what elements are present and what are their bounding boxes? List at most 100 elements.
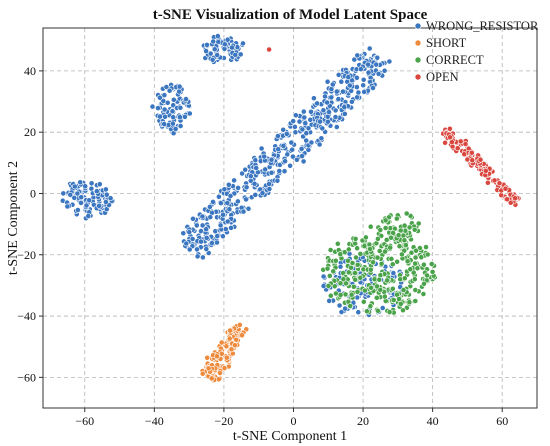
- data-point: [410, 269, 417, 276]
- data-point: [332, 107, 339, 114]
- data-point: [512, 195, 518, 202]
- data-point: [464, 156, 471, 163]
- x-tick-label: −40: [145, 414, 164, 428]
- data-point: [208, 375, 215, 382]
- data-point: [367, 223, 374, 230]
- data-point: [301, 114, 308, 121]
- data-point: [170, 96, 177, 103]
- data-point: [387, 244, 394, 251]
- data-point: [397, 300, 404, 307]
- y-tick-label: −20: [17, 248, 36, 262]
- data-point: [194, 246, 200, 253]
- data-point: [214, 233, 221, 239]
- data-point: [308, 108, 314, 115]
- data-point: [424, 251, 431, 258]
- data-point: [75, 207, 81, 213]
- data-point: [333, 88, 340, 95]
- data-point: [341, 104, 348, 110]
- data-point: [357, 66, 364, 72]
- data-point: [345, 246, 352, 253]
- data-point: [373, 61, 380, 68]
- data-point: [377, 286, 384, 293]
- data-point: [233, 336, 240, 343]
- data-point: [234, 198, 241, 205]
- data-point: [412, 287, 419, 293]
- data-point: [170, 114, 177, 121]
- data-point: [357, 250, 364, 257]
- data-point: [390, 297, 397, 303]
- data-point: [446, 125, 453, 132]
- x-tick-label: 40: [427, 414, 439, 428]
- data-point: [454, 145, 461, 152]
- data-point: [376, 248, 383, 254]
- data-point: [320, 273, 327, 280]
- data-point: [346, 82, 353, 89]
- data-point: [307, 116, 314, 123]
- data-point: [251, 180, 258, 187]
- data-point: [218, 350, 225, 357]
- data-point: [164, 99, 171, 106]
- data-point: [310, 95, 317, 102]
- data-point: [398, 251, 405, 258]
- data-point: [156, 94, 163, 101]
- data-point: [203, 234, 210, 241]
- data-point: [496, 180, 503, 187]
- data-point: [378, 260, 385, 267]
- data-point: [193, 222, 200, 229]
- data-point: [253, 165, 260, 171]
- data-point: [245, 205, 252, 212]
- data-point: [340, 276, 347, 283]
- data-point: [415, 220, 422, 227]
- data-point: [199, 370, 206, 377]
- data-point: [337, 280, 344, 287]
- data-point: [386, 58, 393, 65]
- data-point: [162, 113, 168, 120]
- data-point: [324, 78, 331, 85]
- data-point: [328, 94, 335, 101]
- data-point: [389, 261, 396, 268]
- plot-area-frame: [42, 27, 538, 409]
- data-point: [326, 297, 333, 304]
- data-point: [186, 229, 193, 236]
- data-point: [354, 52, 361, 59]
- data-point: [337, 263, 344, 270]
- data-point: [407, 266, 414, 273]
- data-point: [342, 305, 348, 312]
- data-point: [299, 126, 306, 133]
- data-point: [341, 111, 348, 117]
- data-point: [329, 81, 336, 88]
- data-point: [60, 190, 67, 197]
- data-point: [413, 247, 419, 254]
- legend-marker: [414, 73, 422, 81]
- data-point: [274, 133, 281, 139]
- legend-label: SHORT: [426, 36, 467, 50]
- data-point: [348, 291, 355, 298]
- data-point: [468, 149, 475, 156]
- data-point: [240, 208, 247, 215]
- data-point: [365, 61, 371, 68]
- data-point: [412, 254, 419, 261]
- data-point: [332, 290, 339, 297]
- data-point: [368, 284, 374, 291]
- data-point: [107, 195, 114, 202]
- data-point: [327, 292, 334, 299]
- data-point: [338, 78, 345, 85]
- data-point: [85, 213, 92, 219]
- data-point: [290, 118, 297, 124]
- data-point: [325, 282, 332, 289]
- data-point: [484, 179, 491, 186]
- data-point: [292, 129, 299, 136]
- data-point: [318, 135, 325, 142]
- data-point: [353, 254, 359, 261]
- data-point: [247, 173, 254, 180]
- data-point: [74, 190, 81, 197]
- data-point: [291, 124, 298, 130]
- data-point: [303, 137, 310, 144]
- data-point: [155, 105, 161, 111]
- data-point: [199, 222, 206, 229]
- data-point: [274, 177, 281, 184]
- data-point: [349, 260, 356, 266]
- data-point: [429, 268, 436, 275]
- data-point: [252, 157, 259, 164]
